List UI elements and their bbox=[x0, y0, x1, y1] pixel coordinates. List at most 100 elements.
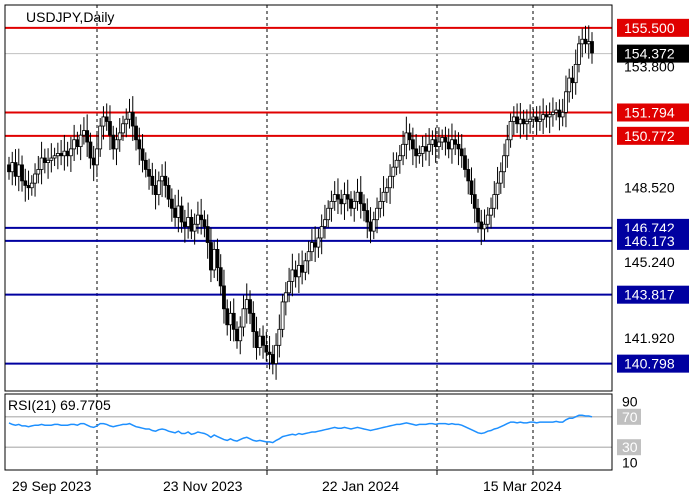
candle-body-39 bbox=[134, 125, 138, 141]
candle-body-144 bbox=[476, 207, 480, 223]
candle-body-130 bbox=[430, 139, 435, 145]
candle-body-163 bbox=[537, 118, 542, 122]
candle-body-93 bbox=[309, 242, 314, 253]
candle-body-139 bbox=[459, 148, 464, 157]
candle-body-69 bbox=[231, 312, 236, 330]
rsi-line bbox=[8, 414, 593, 444]
candle-body-108 bbox=[358, 191, 363, 205]
candle-body-11 bbox=[42, 157, 47, 163]
candle-body-90 bbox=[300, 264, 305, 273]
candle-body-75 bbox=[251, 312, 256, 333]
current-price-label: 154.372 bbox=[624, 46, 675, 62]
candle-body-133 bbox=[440, 137, 445, 143]
candle-body-32 bbox=[111, 134, 116, 150]
candle-body-114 bbox=[378, 201, 383, 209]
candle-body-27 bbox=[95, 148, 99, 166]
candle-body-129 bbox=[427, 143, 432, 152]
candle-body-107 bbox=[355, 191, 360, 202]
candle-body-125 bbox=[414, 148, 419, 157]
rsi-level-box-2 bbox=[617, 439, 641, 456]
candle-body-165 bbox=[544, 114, 549, 118]
candle-body-170 bbox=[560, 111, 565, 118]
candle-body-28 bbox=[98, 125, 103, 150]
candle-body-153 bbox=[505, 139, 510, 157]
candle-body-85 bbox=[283, 292, 288, 303]
candle-body-115 bbox=[381, 191, 386, 202]
candle-body-167 bbox=[551, 111, 555, 116]
rsi-panel bbox=[5, 414, 612, 448]
candle-body-82 bbox=[274, 344, 278, 364]
candle-body-132 bbox=[437, 141, 441, 148]
candle-body-106 bbox=[352, 201, 357, 209]
candle-body-59 bbox=[199, 214, 204, 221]
level-label-box-0 bbox=[617, 18, 689, 37]
level-label-2: 150.772 bbox=[624, 128, 675, 144]
candle-body-126 bbox=[417, 153, 422, 157]
candle-body-171 bbox=[564, 91, 568, 113]
time-tick-label-2: 22 Jan 2024 bbox=[322, 478, 399, 494]
candle-body-62 bbox=[209, 242, 213, 271]
candle-body-137 bbox=[453, 139, 458, 145]
candle-body-131 bbox=[433, 139, 438, 148]
candle-body-38 bbox=[130, 111, 135, 127]
candle-body-160 bbox=[528, 118, 533, 122]
rsi-plot-frame bbox=[4, 393, 613, 471]
candle-body-24 bbox=[85, 130, 90, 143]
price-tick-label-1: 148.520 bbox=[624, 179, 675, 195]
candle-body-89 bbox=[296, 264, 301, 278]
candle-body-66 bbox=[222, 285, 226, 310]
candle-body-152 bbox=[502, 155, 506, 173]
candle-body-120 bbox=[397, 155, 402, 161]
candle-body-101 bbox=[336, 194, 340, 200]
candle-body-3 bbox=[16, 164, 21, 177]
candle-body-0 bbox=[7, 164, 11, 173]
candle-body-47 bbox=[160, 175, 164, 182]
candle-body-91 bbox=[303, 260, 308, 273]
candle-body-33 bbox=[114, 139, 119, 150]
candle-body-138 bbox=[456, 143, 461, 150]
candle-body-12 bbox=[46, 159, 50, 163]
candle-body-95 bbox=[316, 237, 321, 248]
main-plot-frame bbox=[4, 4, 613, 392]
candle-body-52 bbox=[176, 205, 181, 218]
candle-body-56 bbox=[189, 217, 194, 232]
level-label-0: 155.500 bbox=[624, 20, 675, 36]
candle-body-14 bbox=[52, 155, 57, 159]
candle-body-60 bbox=[202, 219, 207, 227]
candle-body-122 bbox=[404, 132, 409, 145]
level-label-box-1 bbox=[617, 103, 689, 122]
candle-body-41 bbox=[140, 148, 145, 161]
level-label-box-6 bbox=[617, 354, 689, 373]
candle-body-166 bbox=[547, 114, 552, 118]
rsi-tick-label-0: 90 bbox=[622, 394, 638, 410]
level-label-1: 151.794 bbox=[624, 104, 675, 120]
candle-body-128 bbox=[423, 146, 428, 152]
candle-body-54 bbox=[182, 221, 187, 227]
candle-body-50 bbox=[169, 198, 174, 209]
candle-body-71 bbox=[238, 326, 243, 342]
level-label-box-2 bbox=[617, 126, 689, 145]
price-tick-label-2: 145.240 bbox=[624, 254, 675, 270]
candle-body-20 bbox=[72, 139, 77, 150]
candle-body-118 bbox=[391, 166, 396, 177]
candle-body-6 bbox=[26, 185, 31, 189]
candle-body-105 bbox=[349, 198, 353, 209]
rsi-tick-label-2: 30 bbox=[622, 439, 638, 455]
candle-body-45 bbox=[153, 185, 158, 195]
time-axis: 29 Sep 2023 23 Nov 2023 22 Jan 2024 15 Mar … bbox=[12, 470, 562, 494]
candle-body-16 bbox=[59, 153, 64, 157]
candle-body-110 bbox=[365, 210, 370, 223]
candle-body-148 bbox=[489, 207, 493, 216]
candle-body-9 bbox=[36, 169, 41, 175]
candle-body-168 bbox=[554, 109, 559, 113]
candle-body-178 bbox=[586, 41, 591, 45]
candle-body-15 bbox=[55, 153, 60, 157]
candle-body-65 bbox=[218, 267, 223, 287]
candle-body-98 bbox=[326, 207, 331, 221]
candle-body-35 bbox=[121, 123, 125, 134]
candle-body-36 bbox=[124, 118, 129, 125]
rsi-tick-label-1: 70 bbox=[622, 409, 638, 425]
candle-body-94 bbox=[313, 242, 318, 248]
candle-body-169 bbox=[557, 109, 562, 118]
candle-body-63 bbox=[212, 248, 217, 271]
